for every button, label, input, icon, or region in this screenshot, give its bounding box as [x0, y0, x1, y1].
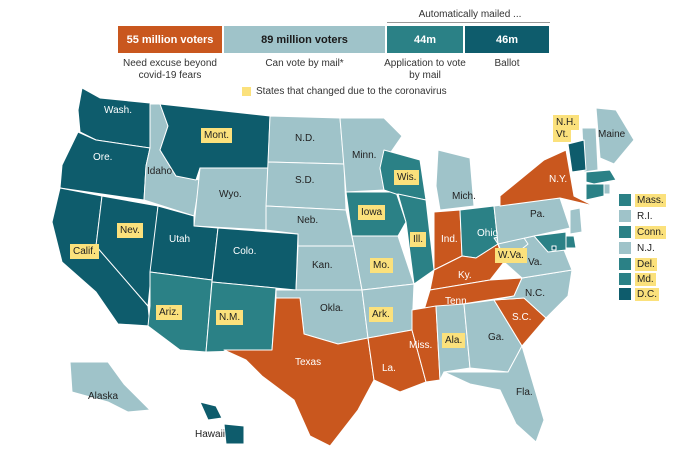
label-ky: Ky.: [458, 270, 472, 281]
label-ill: Ill.: [410, 232, 426, 247]
label-n-m: N.M.: [216, 310, 244, 325]
label-ore: Ore.: [93, 152, 113, 163]
label-okla: Okla.: [320, 303, 344, 314]
state-d-c: [551, 245, 557, 251]
state-alaska: [69, 361, 151, 413]
bar-segment-excuse-needed: 55 million voters: [118, 26, 222, 53]
label-s-c: S.C.: [512, 312, 532, 323]
legend-swatch: [619, 273, 631, 285]
label-n-c: N.C.: [525, 288, 545, 299]
legend-row-del: Del.: [619, 257, 657, 271]
label-n-y: N.Y.: [549, 174, 568, 185]
label-ariz: Ariz.: [156, 305, 182, 320]
state-conn: [585, 183, 605, 201]
legend-row-mass: Mass.: [619, 193, 666, 207]
label-iowa: Iowa: [358, 205, 386, 220]
state-del: [565, 235, 577, 249]
label-neb: Neb.: [297, 215, 319, 226]
legend-label-md: Md.: [635, 272, 656, 286]
label-pa: Pa.: [530, 209, 546, 220]
label-calif: Calif.: [70, 244, 99, 259]
legend-swatch: [619, 226, 631, 238]
state-la: [367, 329, 427, 393]
auto-mailed-label: Automatically mailed ...: [418, 9, 522, 20]
bar-segment-application: 44m: [387, 26, 463, 53]
caption-excuse-needed: Need excuse beyond covid-19 fears: [123, 58, 217, 81]
state-r-i: [603, 183, 611, 195]
label-la: La.: [382, 363, 396, 374]
state-hawaii: [199, 401, 245, 445]
legend-row-n-j: N.J.: [619, 241, 657, 255]
legend-row-d-c: D.C.: [619, 287, 659, 301]
legend-label-r-i: R.I.: [637, 210, 653, 222]
label-ga: Ga.: [488, 332, 505, 343]
legend-label-mass: Mass.: [635, 193, 666, 207]
highlight-swatch-icon: [242, 87, 251, 96]
legend-swatch: [619, 258, 631, 270]
label-colo: Colo.: [233, 246, 257, 257]
label-n-d: N.D.: [295, 133, 315, 144]
label-ohio: Ohio: [477, 228, 499, 239]
bar-segment-ballot: 46m: [465, 26, 549, 53]
legend-row-r-i: R.I.: [619, 209, 655, 223]
label-utah: Utah: [169, 234, 191, 245]
state-n-y: [499, 149, 595, 207]
auto-mailed-bracket: [387, 22, 550, 23]
bar-segment-can-vote-by-mail: 89 million voters: [224, 26, 385, 53]
label-maine: Maine: [598, 129, 626, 140]
legend-label-conn: Conn.: [635, 225, 666, 239]
label-tenn: Tenn.: [445, 296, 470, 307]
label-minn: Minn.: [352, 150, 377, 161]
legend-label-del: Del.: [635, 257, 657, 271]
label-wis: Wis.: [394, 170, 420, 185]
label-w-va: W.Va.: [495, 248, 527, 263]
label-s-d: S.D.: [295, 175, 315, 186]
label-n-h: N.H.: [553, 115, 579, 130]
state-texas: [223, 297, 375, 447]
caption-ballot: Ballot: [494, 58, 520, 69]
label-vt: Vt.: [553, 127, 572, 142]
state-vt: [567, 139, 587, 173]
label-texas: Texas: [295, 357, 322, 368]
state-mich: [435, 149, 475, 211]
label-wyo: Wyo.: [219, 189, 242, 200]
legend-label-n-j: N.J.: [637, 242, 655, 254]
label-va: Va.: [528, 257, 543, 268]
state-miss: [411, 305, 441, 383]
state-mass: [585, 169, 617, 185]
changed-states-key-label: States that changed due to the coronavir…: [256, 86, 447, 97]
label-mo: Mo.: [370, 258, 393, 273]
legend-swatch: [619, 194, 631, 206]
label-ark: Ark.: [369, 307, 393, 322]
label-mont: Mont.: [201, 128, 233, 143]
state-colo: [211, 227, 299, 291]
label-idaho: Idaho: [147, 166, 173, 177]
label-nev: Nev.: [117, 223, 143, 238]
label-ala: Ala.: [442, 333, 466, 348]
caption-can-vote-by-mail: Can vote by mail*: [265, 58, 344, 69]
label-kan: Kan.: [312, 260, 333, 271]
label-ind: Ind.: [441, 234, 458, 245]
label-wash: Wash.: [104, 105, 132, 116]
legend-row-conn: Conn.: [619, 225, 666, 239]
changed-states-key: States that changed due to the coronavir…: [242, 86, 447, 97]
label-miss: Miss.: [409, 340, 433, 351]
legend-label-d-c: D.C.: [635, 287, 659, 301]
label-alaska: Alaska: [88, 391, 119, 402]
label-fla: Fla.: [516, 387, 533, 398]
legend-row-md: Md.: [619, 272, 656, 286]
state-maine: [595, 107, 635, 165]
legend-swatch: [619, 288, 631, 300]
state-md: [533, 231, 567, 253]
state-fla: [443, 345, 545, 443]
legend-swatch: [619, 210, 631, 222]
caption-application: Application to vote by mail: [384, 58, 466, 81]
label-hawaii: Hawaii: [195, 429, 226, 440]
label-mich: Mich.: [452, 191, 476, 202]
legend-swatch: [619, 242, 631, 254]
state-n-j: [569, 207, 583, 235]
